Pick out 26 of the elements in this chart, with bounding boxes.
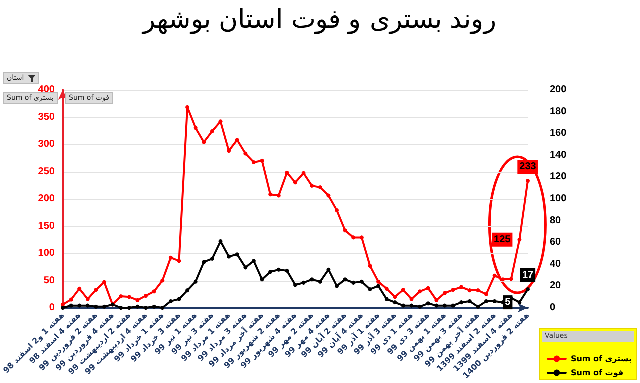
y-tick-label: 250 <box>38 166 56 178</box>
y2-tick-label: 40 <box>550 258 562 270</box>
y2-tick-label: 180 <box>550 106 568 118</box>
data-label: 233 <box>520 162 537 173</box>
y2-tick-label: 100 <box>550 194 568 204</box>
y2-tick-label: 0 <box>550 302 556 314</box>
y-tick-label: 200 <box>38 194 56 204</box>
y2-tick-label: 120 <box>550 172 568 183</box>
y2-tick-label: 200 <box>550 84 568 96</box>
data-label: 125 <box>494 234 512 246</box>
y2-tick-label: 20 <box>550 280 562 292</box>
y2-tick-label: 60 <box>550 237 562 248</box>
y2-tick-label: 140 <box>550 150 568 161</box>
y-tick-label: 150 <box>38 220 56 232</box>
y-tick-label: 100 <box>38 248 56 259</box>
chart-title: روند بستری و فوت استان بوشهر <box>140 5 498 35</box>
y2-tick-label: 160 <box>550 128 568 140</box>
legend-label: Sum of بستری <box>570 354 632 364</box>
y-tick-label: 50 <box>44 275 56 286</box>
data-label: 5 <box>505 297 512 308</box>
y2-tick-label: 80 <box>550 215 562 226</box>
y-tick-label: 300 <box>38 139 56 150</box>
y-tick-label: 0 <box>49 302 56 314</box>
data-label: 17 <box>522 270 534 281</box>
legend-label: Sum of فوت <box>570 368 624 378</box>
y-tick-label: 350 <box>38 112 56 123</box>
